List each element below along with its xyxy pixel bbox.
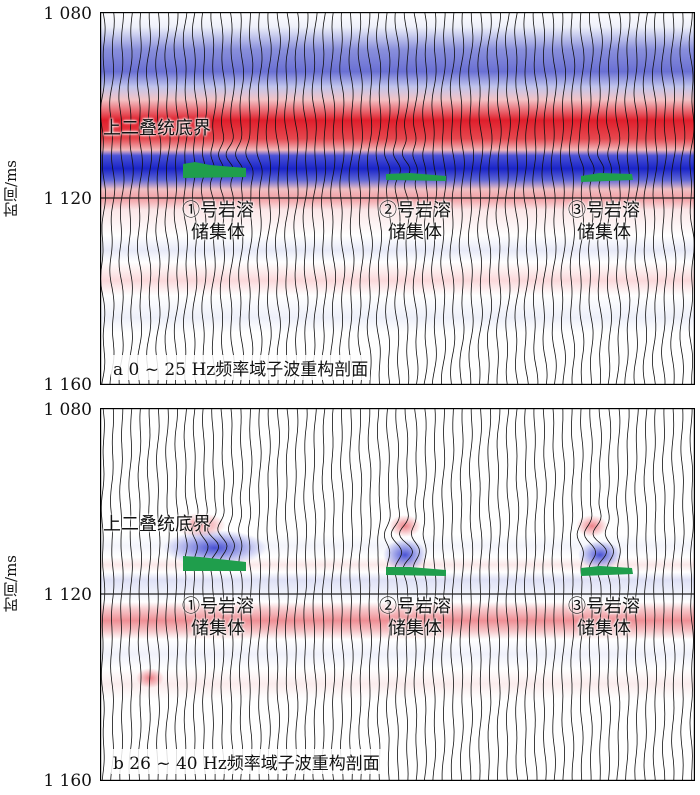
seismic-section-b (100, 408, 695, 781)
karst-body-3-a (581, 173, 633, 182)
tick-1080-a: 1 080 (43, 4, 92, 24)
label-line2: 储集体 (577, 222, 631, 243)
marker: ② (379, 596, 397, 617)
anomaly-red-3-b (576, 515, 608, 537)
tick-1160-a: 1 160 (43, 375, 92, 395)
horizon-label-b: 上二叠统底界 (103, 514, 211, 535)
karst-body-label-1-a: ①号岩溶 储集体 (163, 200, 273, 244)
panel-caption-a: a 0 ~ 25 Hz频率域子波重构剖面 (111, 355, 371, 380)
label-line1: 号岩溶 (200, 200, 254, 221)
karst-body-1-b (183, 556, 246, 571)
karst-body-label-3-a: ③号岩溶 储集体 (549, 200, 659, 244)
label-line1: 号岩溶 (397, 596, 451, 617)
karst-body-3-b (581, 566, 633, 576)
seismic-section-a (100, 12, 695, 385)
seismic-panel-b (100, 408, 695, 781)
karst-body-label-2-b: ②号岩溶 储集体 (360, 596, 470, 640)
marker: ① (182, 596, 200, 617)
label-line1: 号岩溶 (200, 596, 254, 617)
karst-body-label-3-b: ③号岩溶 储集体 (549, 596, 659, 640)
karst-body-2-b (386, 567, 446, 576)
karst-body-label-1-b: ①号岩溶 储集体 (163, 596, 273, 640)
horizon-label-a: 上二叠统底界 (103, 118, 211, 139)
marker: ① (182, 200, 200, 221)
label-line1: 号岩溶 (586, 200, 640, 221)
tick-1160-b: 1 160 (43, 771, 92, 791)
karst-body-1-a (183, 162, 246, 178)
label-line2: 储集体 (191, 618, 245, 639)
anomaly-blue-3-b (578, 541, 622, 569)
karst-body-label-2-a: ②号岩溶 储集体 (360, 200, 470, 244)
anomaly-blue-2-b (383, 539, 427, 571)
karst-body-2-a (386, 173, 446, 181)
label-line2: 储集体 (191, 222, 245, 243)
marker: ③ (568, 596, 586, 617)
panel-frame-a (100, 12, 695, 385)
label-line2: 储集体 (388, 618, 442, 639)
y-axis-title-a: 时间/ms (2, 160, 20, 217)
tick-1120-a: 1 120 (43, 189, 92, 209)
marker: ③ (568, 200, 586, 221)
label-line1: 号岩溶 (397, 200, 451, 221)
label-line2: 储集体 (388, 222, 442, 243)
panel-caption-b: b 26 ~ 40 Hz频率域子波重构剖面 (111, 749, 382, 774)
marker: ② (379, 200, 397, 221)
panel-frame-b (100, 408, 695, 781)
anomaly-red-2-b (389, 515, 421, 537)
tick-1080-b: 1 080 (43, 400, 92, 420)
seismic-panel-a (100, 12, 695, 385)
label-line2: 储集体 (577, 618, 631, 639)
tick-1120-b: 1 120 (43, 585, 92, 605)
label-line1: 号岩溶 (586, 596, 640, 617)
